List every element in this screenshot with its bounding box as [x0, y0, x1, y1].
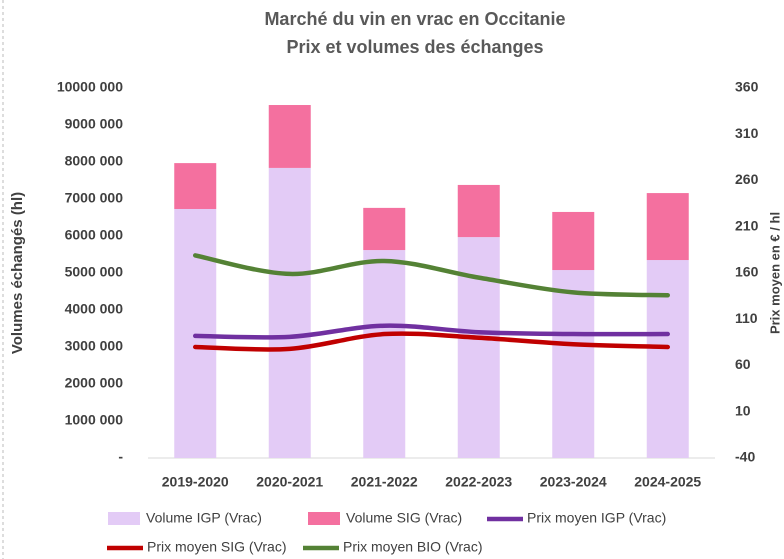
bar	[552, 211, 595, 271]
y-tick-label: 8000 000	[65, 153, 124, 169]
bar	[174, 208, 217, 458]
chart-subtitle: Prix et volumes des échanges	[286, 37, 543, 57]
line	[193, 323, 670, 340]
line	[193, 331, 670, 352]
y2-tick-label: 210	[735, 217, 759, 233]
bar	[268, 105, 311, 168]
x-tick-label: 2024-2025	[634, 474, 701, 490]
bar	[268, 167, 311, 459]
y-axis-label: Volumes échangés (hl)	[9, 192, 26, 354]
bar	[552, 270, 595, 458]
y2-tick-label: 160	[735, 264, 759, 280]
legend-label: Prix moyen BIO (Vrac)	[343, 539, 483, 555]
bar	[363, 207, 406, 251]
x-tick-label: 2020-2021	[256, 474, 323, 490]
y2-tick-label: -40	[735, 449, 755, 465]
x-tick-label: 2023-2024	[540, 474, 607, 490]
y2-tick-label: 360	[735, 79, 759, 95]
chart-title: Marché du vin en vrac en Occitanie	[264, 9, 565, 29]
line	[193, 253, 670, 298]
y-tick-label: 7000 000	[65, 190, 124, 206]
bar	[363, 250, 406, 458]
y2-axis-label: Prix moyen en € / hl	[767, 212, 782, 334]
legend-swatch	[108, 512, 140, 525]
x-tick-label: 2022-2023	[445, 474, 512, 490]
bar	[174, 163, 217, 209]
y-tick-label: 1000 000	[65, 412, 124, 428]
legend-swatch	[308, 512, 340, 525]
legend-label: Prix moyen SIG (Vrac)	[147, 539, 287, 555]
y-tick-label: 9000 000	[65, 116, 124, 132]
y-tick-label: 5000 000	[65, 264, 124, 280]
y-tick-label: 6000 000	[65, 227, 124, 243]
legend-label: Prix moyen IGP (Vrac)	[527, 510, 666, 526]
bar	[457, 184, 500, 238]
bar	[646, 193, 689, 261]
x-tick-label: 2021-2022	[351, 474, 418, 490]
bar	[457, 237, 500, 458]
y-tick-label: 10000 000	[57, 79, 123, 95]
y2-tick-label: 260	[735, 171, 759, 187]
legend-label: Volume IGP (Vrac)	[146, 510, 262, 526]
legend-label: Volume SIG (Vrac)	[346, 510, 462, 526]
y-tick-label: 4000 000	[65, 301, 124, 317]
y2-tick-label: 60	[735, 356, 751, 372]
y-tick-label: 2000 000	[65, 375, 124, 391]
y2-tick-label: 310	[735, 125, 759, 141]
y-tick-label: -	[118, 449, 123, 465]
y2-tick-label: 10	[735, 402, 751, 418]
y-tick-label: 3000 000	[65, 338, 124, 354]
bar	[646, 260, 689, 458]
y2-tick-label: 110	[735, 310, 758, 326]
x-tick-label: 2019-2020	[162, 474, 229, 490]
